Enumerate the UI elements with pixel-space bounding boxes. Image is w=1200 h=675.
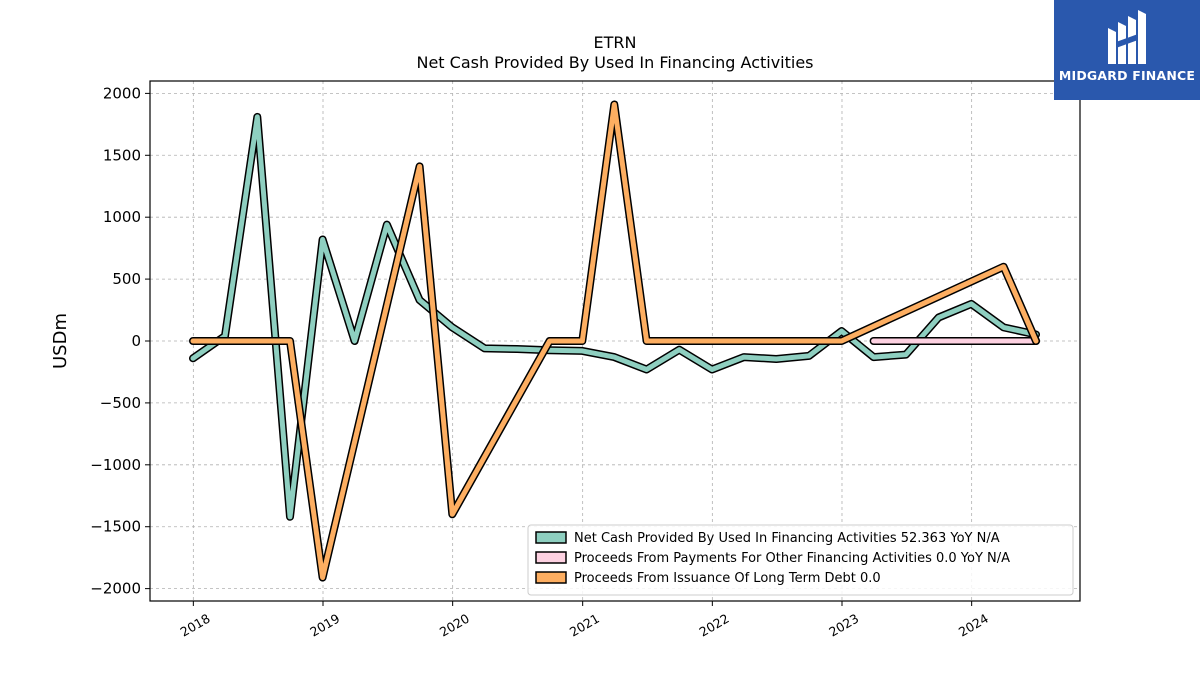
chart-subtitle: Net Cash Provided By Used In Financing A… [416,53,813,72]
legend-box [527,524,1074,596]
x-tick-label: 2020 [437,611,472,640]
series-line-0 [190,114,1039,520]
legend: Net Cash Provided By Used In Financing A… [527,524,1074,596]
legend-swatch-0 [535,531,567,544]
x-tick-label: 2018 [178,611,213,640]
chart-title: ETRN [594,33,637,52]
y-tick-label: 1500 [103,146,141,164]
series-lines [189,100,1040,582]
y-tick-label: −2000 [90,580,141,598]
y-tick-label: 2000 [103,84,141,102]
y-tick-label: −1000 [90,456,141,474]
x-tick-label: 2022 [697,611,732,640]
y-tick-label: −1500 [90,518,141,536]
x-tick-label: 2024 [956,611,991,640]
legend-swatch-2 [535,571,567,584]
legend-label-0: Net Cash Provided By Used In Financing A… [574,531,1000,546]
series-line-2 [190,102,1039,580]
x-tick-label: 2023 [826,611,861,640]
y-tick-label: 500 [112,270,141,288]
y-tick-label: 0 [131,332,141,350]
x-tick-label: 2021 [567,611,602,640]
series-outline-0 [189,112,1040,521]
legend-label-1: Proceeds From Payments For Other Financi… [574,551,1010,566]
x-tick-label: 2019 [307,611,342,640]
y-tick-label: 1000 [103,208,141,226]
y-axis-label: USDm [50,313,71,369]
y-tick-label: −500 [100,394,141,412]
midgard-finance-logo: MIDGARD FINANCE [1054,0,1200,100]
legend-label-2: Proceeds From Issuance Of Long Term Debt… [574,571,881,586]
logo-text: MIDGARD FINANCE [1058,68,1196,83]
legend-swatch-1 [535,551,567,564]
logo-mark-icon [1108,10,1146,64]
